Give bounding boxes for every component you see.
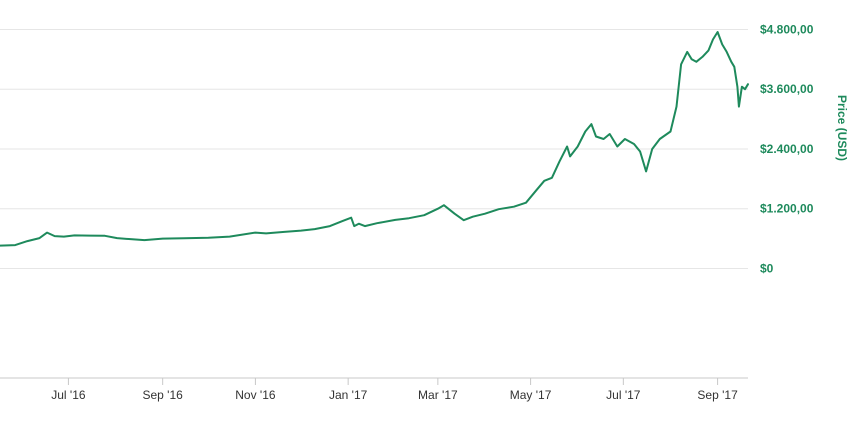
price-series-line — [0, 31, 749, 247]
x-tick-label: Jan '17 — [329, 388, 368, 402]
y-axis: $0 $1.200,00 $2.400,00 $3.600,00 $4.800,00 — [760, 22, 814, 275]
y-tick-label: $0 — [760, 261, 774, 275]
y-tick-label: $2.400,00 — [760, 142, 814, 156]
x-tick-label: Sep '17 — [697, 388, 738, 402]
gridlines — [0, 28, 748, 269]
y-tick-label: $1.200,00 — [760, 202, 814, 216]
x-tick-label: Mar '17 — [418, 388, 458, 402]
y-axis-title: Price (USD) — [835, 95, 849, 161]
x-tick-label: Jul '17 — [606, 388, 641, 402]
x-tick-label: Nov '16 — [235, 388, 276, 402]
x-tick-label: Jul '16 — [51, 388, 86, 402]
y-tick-label: $4.800,00 — [760, 22, 814, 36]
x-tick-label: May '17 — [510, 388, 552, 402]
x-tick-label: Sep '16 — [143, 388, 184, 402]
x-axis: Jul '16 Sep '16 Nov '16 Jan '17 Mar '17 May '… — [0, 377, 748, 402]
y-tick-label: $3.600,00 — [760, 82, 814, 96]
series-layer — [0, 31, 749, 247]
